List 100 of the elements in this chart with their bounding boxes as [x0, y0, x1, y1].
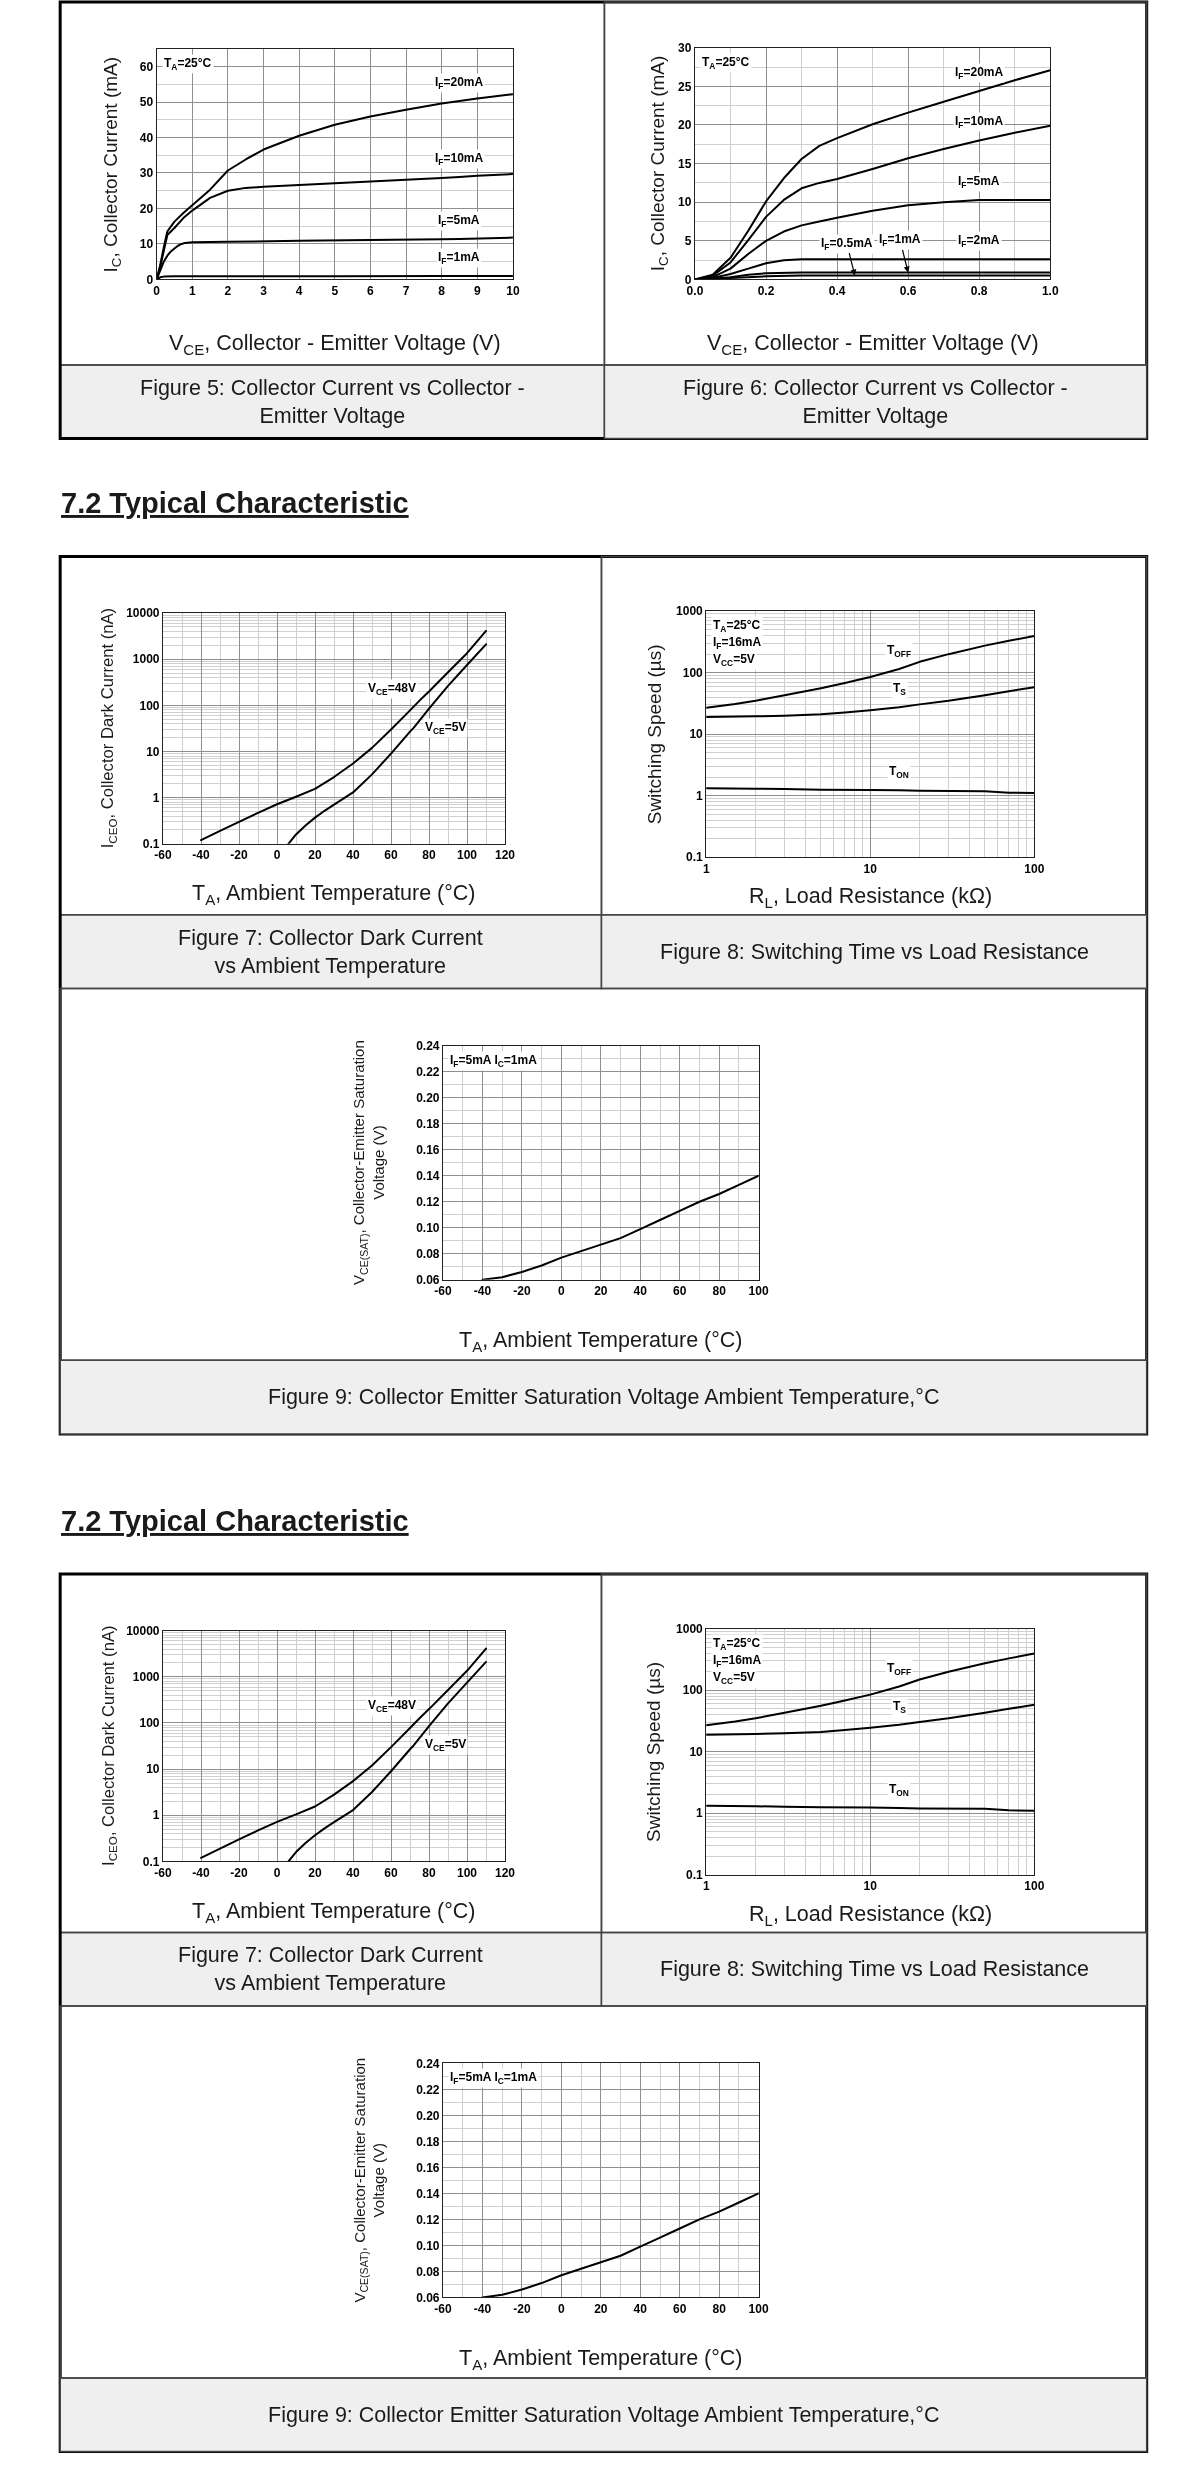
- annotation: T$_{OFF}$: [887, 643, 912, 659]
- text: Figure 7: Collector Dark Current vs Ambient Temperature: [178, 1943, 483, 1995]
- text: Figure 8: Switching Time vs Load Resistance: [660, 940, 1090, 964]
- annotation: V$_{CC}$=5V: [713, 1670, 755, 1686]
- x-tick-label: 0: [273, 1865, 281, 1880]
- annotation: I$_{F}$=10mA: [955, 114, 1004, 130]
- annotation: I$_{F}$=16mA: [713, 1653, 762, 1669]
- y-tick-label: 15: [678, 156, 692, 171]
- annotation: I$_{F}$=5mA I$_{C}$=1mA: [450, 1053, 538, 1069]
- x-tick-label: -40: [473, 1284, 492, 1299]
- y-tick-label: 10000: [126, 606, 160, 621]
- y-tick-label: 0.1: [686, 850, 704, 865]
- x-tick-label: 80: [712, 2301, 727, 2316]
- chart-subtitle: 7.2 Typical Characteristic: [61, 487, 409, 519]
- x-tick-label: 40: [633, 2301, 648, 2316]
- annotation: T$_{A}$=25°C: [713, 618, 761, 634]
- y-tick-label: 0.10: [416, 2238, 440, 2253]
- x-tick-label: 3: [260, 283, 268, 298]
- annotation: V$_{CE}$=48V: [368, 1698, 417, 1714]
- annotation: T$_{A}$=25°C: [702, 55, 750, 71]
- x-tick-label: 20: [308, 848, 323, 863]
- x-axis-title: T$_{A}$, Ambient Temperature (°C): [192, 881, 476, 908]
- y-tick-label: 1: [152, 790, 160, 805]
- text: Figure 9: Collector Emitter Saturation Voltage Ambient Temperature,°C: [268, 2403, 940, 2427]
- x-tick-label: 100: [1024, 1879, 1045, 1894]
- y-tick-label: 10: [689, 727, 704, 742]
- y-tick-label: 5: [684, 234, 692, 249]
- x-tick-label: 0: [558, 1284, 566, 1299]
- text: Figure 9: Collector Emitter Saturation Voltage Ambient Temperature,°C: [268, 1385, 940, 1409]
- annotation: T$_{S}$: [893, 1699, 907, 1715]
- y-tick-label: 0.10: [416, 1220, 440, 1235]
- y-tick-label: 0.08: [416, 1246, 440, 1261]
- x-tick-label: -40: [192, 848, 211, 863]
- y-tick-label: 1: [152, 1808, 160, 1823]
- x-tick-label: 6: [367, 283, 375, 298]
- annotation: I$_{F}$=16mA: [713, 635, 762, 651]
- x-tick-label: 20: [594, 1284, 608, 1299]
- x-tick-label: 0.2: [757, 283, 775, 298]
- y-axis-title: Switching Speed (µs): [643, 1661, 665, 1842]
- y-tick-label: 0.12: [416, 1194, 440, 1209]
- annotation: I$_{F}$=1mA: [879, 232, 921, 248]
- annotation: T$_{ON}$: [889, 764, 909, 780]
- y-tick-label: 50: [139, 95, 154, 110]
- x-axis-title: R$_{L}$, Load Resistance (kΩ): [749, 884, 993, 911]
- annotation: V$_{CE}$=5V: [425, 1737, 467, 1753]
- chart-subtitle: 7.2 Typical Characteristic: [61, 1505, 409, 1537]
- annotation: V$_{CC}$=5V: [713, 652, 755, 668]
- x-tick-label: 8: [438, 283, 446, 298]
- y-tick-label: 0.16: [416, 2160, 440, 2175]
- x-tick-label: -20: [513, 1284, 531, 1299]
- y-tick-label: 10: [146, 744, 160, 759]
- x-axis-title: V$_{CE}$, Collector - Emitter Voltage (V): [707, 331, 1039, 358]
- y-tick-label: 40: [139, 130, 154, 145]
- y-tick-label: 0.20: [416, 1090, 440, 1105]
- y-tick-label: 100: [139, 1716, 160, 1731]
- y-tick-label: 10: [139, 237, 154, 252]
- y-tick-label: 0.12: [416, 2212, 440, 2227]
- y-tick-label: 0.18: [416, 2134, 440, 2149]
- x-axis-title: V$_{CE}$, Collector - Emitter Voltage (V): [169, 331, 501, 358]
- annotation: V$_{CE}$=48V: [368, 681, 417, 697]
- annotation: I$_{F}$=5mA: [438, 213, 480, 229]
- y-tick-label: 30: [139, 166, 154, 181]
- text: Figure 8: Switching Time vs Load Resistance: [660, 1957, 1090, 1981]
- annotation: I$_{F}$=20mA: [435, 75, 484, 91]
- x-tick-label: -20: [513, 2301, 531, 2316]
- text: Figure 7: Collector Dark Current vs Ambient Temperature: [178, 926, 483, 978]
- x-tick-label: 7: [402, 283, 410, 298]
- y-tick-label: 0.18: [416, 1116, 440, 1131]
- y-tick-label: 0.24: [416, 2056, 440, 2071]
- x-tick-label: 120: [495, 848, 516, 863]
- y-tick-label: 20: [678, 118, 692, 133]
- y-tick-label: 1000: [676, 604, 704, 619]
- y-tick-label: 1000: [132, 652, 160, 667]
- y-tick-label: 0.20: [416, 2108, 440, 2123]
- annotation: I$_{F}$=20mA: [955, 65, 1004, 81]
- y-tick-label: 100: [139, 698, 160, 713]
- x-tick-label: 100: [748, 1284, 769, 1299]
- text: Figure 6: Collector Current vs Collector - Emitter Voltage: [683, 376, 1068, 428]
- x-tick-label: 0: [273, 848, 281, 863]
- text: Figure 5: Collector Current vs Collector - Emitter Voltage: [140, 376, 525, 428]
- x-tick-label: -20: [230, 848, 249, 863]
- x-tick-label: 0: [558, 2301, 566, 2316]
- y-tick-label: 0.16: [416, 1142, 440, 1157]
- y-tick-label: 1: [696, 788, 704, 803]
- y-axis-title: Switching Speed (µs): [643, 644, 665, 825]
- x-tick-label: 80: [712, 1284, 727, 1299]
- y-tick-label: 0.22: [416, 1064, 440, 1079]
- annotation: I$_{F}$=5mA I$_{C}$=1mA: [450, 2070, 538, 2086]
- x-tick-label: 10: [863, 861, 878, 876]
- x-tick-label: 60: [384, 1865, 399, 1880]
- y-tick-label: 25: [678, 79, 692, 94]
- x-tick-label: 80: [422, 1865, 437, 1880]
- x-axis-title: T$_{A}$, Ambient Temperature (°C): [192, 1899, 476, 1926]
- y-tick-label: 1000: [676, 1621, 704, 1636]
- annotation: I$_{F}$=10mA: [435, 151, 484, 167]
- annotation: T$_{ON}$: [889, 1782, 909, 1798]
- x-tick-label: 10: [506, 283, 520, 298]
- annotation: T$_{S}$: [893, 681, 907, 697]
- y-tick-label: 10: [146, 1762, 160, 1777]
- y-tick-label: 0.24: [416, 1038, 440, 1053]
